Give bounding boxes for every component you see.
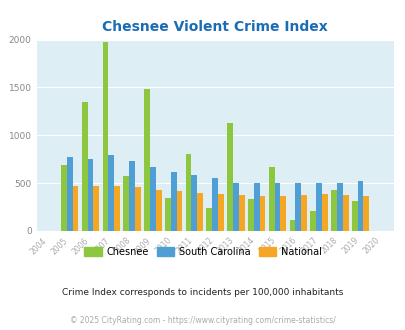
Bar	[206, 208, 212, 231]
Bar	[176, 191, 182, 231]
Text: © 2025 CityRating.com - https://www.cityrating.com/crime-statistics/: © 2025 CityRating.com - https://www.city…	[70, 315, 335, 325]
Bar	[67, 157, 72, 231]
Legend: Chesnee, South Carolina, National: Chesnee, South Carolina, National	[80, 243, 325, 261]
Bar	[197, 193, 202, 231]
Bar	[259, 196, 265, 231]
Bar	[87, 159, 93, 231]
Bar	[342, 195, 347, 231]
Bar	[93, 185, 99, 231]
Bar	[330, 190, 336, 231]
Bar	[336, 183, 342, 231]
Bar	[217, 194, 223, 231]
Bar	[232, 183, 238, 231]
Bar	[149, 167, 156, 231]
Bar	[108, 155, 114, 231]
Bar	[315, 183, 321, 231]
Bar	[357, 181, 362, 231]
Bar	[102, 42, 108, 231]
Bar	[156, 190, 161, 231]
Bar	[129, 161, 135, 231]
Bar	[191, 176, 197, 231]
Bar	[123, 177, 129, 231]
Bar	[321, 194, 327, 231]
Bar	[238, 195, 244, 231]
Bar	[171, 172, 176, 231]
Bar	[114, 186, 120, 231]
Bar	[362, 196, 369, 231]
Bar	[253, 183, 259, 231]
Bar	[301, 195, 306, 231]
Bar	[351, 201, 357, 231]
Bar	[144, 89, 149, 231]
Bar	[227, 123, 232, 231]
Bar	[61, 165, 67, 231]
Text: Crime Index corresponds to incidents per 100,000 inhabitants: Crime Index corresponds to incidents per…	[62, 287, 343, 297]
Bar	[247, 199, 253, 231]
Bar	[280, 196, 286, 231]
Bar	[164, 197, 171, 231]
Bar	[268, 167, 274, 231]
Bar	[294, 183, 301, 231]
Title: Chesnee Violent Crime Index: Chesnee Violent Crime Index	[102, 20, 327, 34]
Bar	[309, 211, 315, 231]
Bar	[72, 186, 78, 231]
Bar	[212, 178, 217, 231]
Bar	[135, 187, 141, 231]
Bar	[274, 183, 280, 231]
Bar	[289, 220, 294, 231]
Bar	[185, 154, 191, 231]
Bar	[82, 102, 87, 231]
